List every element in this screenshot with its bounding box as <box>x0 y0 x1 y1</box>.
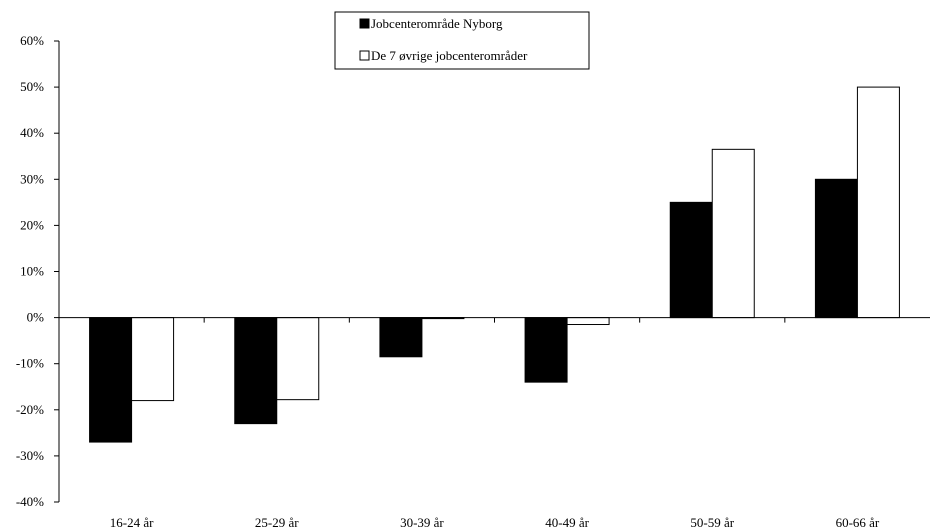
y-tick-label: -40% <box>16 494 44 509</box>
bars <box>89 86 900 443</box>
y-tick-label: 10% <box>20 264 44 279</box>
y-axis: -40% -30% -20% -10% 0% 10% 20% 30% 40% 50% 60% <box>16 33 60 509</box>
legend: Jobcenterområde Nyborg De 7 øvrige jobce… <box>334 11 590 70</box>
y-tick-label: 50% <box>20 79 44 94</box>
y-tick-label: 0% <box>27 310 45 325</box>
x-category-label: 25-29 år <box>255 515 299 530</box>
bar-nyborg <box>814 178 858 319</box>
bar-nyborg <box>524 317 568 383</box>
y-tick-label: 30% <box>20 171 44 186</box>
bar-others <box>276 317 320 401</box>
bar-nyborg <box>89 317 133 443</box>
x-category-label: 60-66 år <box>836 515 880 530</box>
bar-others <box>856 86 900 319</box>
y-tick-label: -20% <box>16 402 44 417</box>
y-tick-label: 20% <box>20 217 44 232</box>
bar-nyborg <box>669 201 713 319</box>
x-category-label: 50-59 år <box>690 515 734 530</box>
y-tick-label: -30% <box>16 448 44 463</box>
legend-swatch-others <box>359 50 370 61</box>
x-category-label: 16-24 år <box>110 515 154 530</box>
y-tick-label: -10% <box>16 356 44 371</box>
bar-nyborg <box>234 317 278 425</box>
bar-others <box>711 148 755 319</box>
x-category-label: 30-39 år <box>400 515 444 530</box>
y-tick-label: 60% <box>20 33 44 48</box>
legend-box <box>334 11 590 70</box>
y-tick-label: 40% <box>20 125 44 140</box>
bar-others <box>131 317 175 402</box>
x-axis: 16-24 år 25-29 år 30-39 år 40-49 år 50-59 år… <box>59 317 930 530</box>
legend-label-others: De 7 øvrige jobcenterområder <box>371 48 528 63</box>
bar-nyborg <box>379 317 423 358</box>
legend-label-nyborg: Jobcenterområde Nyborg <box>371 16 503 31</box>
x-category-label: 40-49 år <box>545 515 589 530</box>
bar-others <box>566 317 610 326</box>
legend-swatch-nyborg <box>359 18 370 29</box>
